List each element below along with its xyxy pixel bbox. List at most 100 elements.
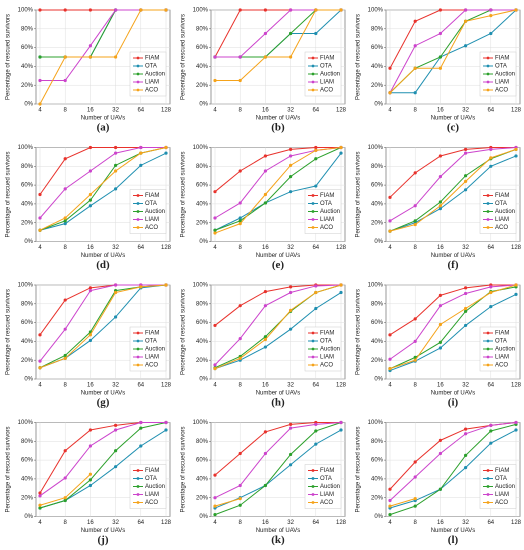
legend-label: FIAM <box>145 193 159 199</box>
y-tick-label: 40% <box>196 476 209 482</box>
point <box>263 8 267 12</box>
point <box>63 219 67 223</box>
x-tick-label: 64 <box>137 520 144 526</box>
series-line <box>39 9 166 105</box>
legend-marker <box>486 477 490 480</box>
point <box>438 154 442 158</box>
x-tick-label: 32 <box>462 383 469 389</box>
point <box>314 284 318 288</box>
series-line <box>214 422 342 516</box>
point <box>238 451 242 456</box>
point <box>63 327 67 331</box>
legend-label: OTA <box>320 339 332 345</box>
legend-label: LIAM <box>495 492 509 498</box>
y-tick-label: 80% <box>371 26 384 32</box>
legend-marker <box>311 477 315 480</box>
point <box>413 504 417 508</box>
series-line <box>389 498 416 507</box>
legend-label: FIAM <box>320 331 334 337</box>
y-tick-label: 20% <box>196 83 209 89</box>
point <box>213 228 217 232</box>
point <box>213 78 217 83</box>
point <box>139 8 143 12</box>
point <box>289 327 293 331</box>
point <box>388 195 392 199</box>
legend-label: ACO <box>320 363 333 369</box>
series-line <box>389 429 517 509</box>
point <box>238 216 242 220</box>
series-line <box>40 9 166 58</box>
y-tick-label: 60% <box>371 320 384 326</box>
point <box>464 179 468 183</box>
point <box>413 339 417 343</box>
point <box>263 154 267 158</box>
point <box>238 8 242 12</box>
legend-label: ACO <box>495 88 508 94</box>
point <box>464 19 468 23</box>
point <box>314 148 318 152</box>
point <box>339 8 343 12</box>
series-line <box>389 422 517 501</box>
x-tick-label: 8 <box>239 108 243 114</box>
point <box>438 66 442 70</box>
y-tick-label: 60% <box>371 458 384 464</box>
point <box>489 441 493 445</box>
point <box>164 8 168 12</box>
legend-label: FIAM <box>320 193 334 199</box>
point <box>114 151 118 155</box>
panel-label: (c) <box>447 122 460 134</box>
legend-marker <box>136 501 140 504</box>
x-tick-label: 128 <box>511 520 522 526</box>
point <box>88 483 92 488</box>
y-tick-label: 40% <box>371 339 384 345</box>
point <box>114 145 118 150</box>
legend-marker <box>486 363 490 367</box>
legend-marker <box>136 80 140 84</box>
x-tick-label: 64 <box>487 383 494 389</box>
point <box>63 78 67 83</box>
point <box>388 367 392 371</box>
series-line <box>389 148 517 232</box>
y-axis-label: Percentage of rescued survivors <box>6 289 12 375</box>
point <box>413 171 417 175</box>
legend-label: Auction <box>145 484 165 490</box>
point <box>63 157 67 161</box>
series-line <box>214 147 342 234</box>
y-axis-label: Percentage of rescued survivors <box>6 426 12 512</box>
point <box>289 8 293 12</box>
series-line <box>389 284 517 370</box>
legend-marker <box>136 226 140 229</box>
panel-label: (j) <box>98 534 109 546</box>
y-tick-label: 80% <box>196 439 209 445</box>
point <box>88 338 92 343</box>
legend-label: OTA <box>495 64 507 70</box>
x-tick-label: 8 <box>414 383 418 389</box>
legend-label: LIAM <box>145 217 159 223</box>
x-axis-label: Number of UAVs <box>81 116 126 122</box>
series-line <box>389 9 516 93</box>
point <box>339 283 343 287</box>
legend-label: ACO <box>145 363 158 369</box>
point <box>63 298 67 302</box>
legend-marker <box>486 202 490 205</box>
point <box>38 78 42 83</box>
point <box>413 317 417 321</box>
y-tick-label: 100% <box>368 8 384 14</box>
point <box>38 333 42 337</box>
legend-label: LIAM <box>320 80 334 86</box>
legend-label: OTA <box>495 201 507 207</box>
point <box>438 175 442 179</box>
point <box>114 55 118 59</box>
point <box>38 506 42 510</box>
legend-label: OTA <box>320 64 332 70</box>
y-tick-label: 40% <box>21 339 34 345</box>
x-axis-label: Number of UAVs <box>256 116 301 122</box>
x-axis-label: Number of UAVs <box>431 528 476 534</box>
point <box>88 289 92 293</box>
point <box>263 192 267 197</box>
legend-label: LIAM <box>320 355 334 361</box>
x-tick-label: 128 <box>336 383 347 389</box>
x-tick-label: 32 <box>462 108 469 114</box>
point <box>213 216 217 220</box>
x-tick-label: 32 <box>287 383 294 389</box>
